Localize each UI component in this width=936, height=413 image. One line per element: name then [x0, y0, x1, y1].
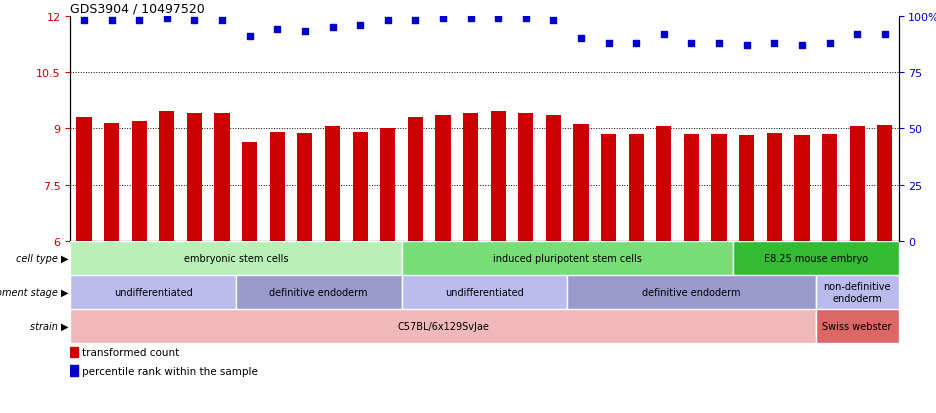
Bar [767, 133, 782, 242]
Point [684, 40, 699, 47]
Point [270, 27, 285, 33]
Point [159, 15, 174, 22]
Point [353, 22, 368, 29]
Point [104, 18, 119, 24]
Text: development stage ▶: development stage ▶ [0, 287, 69, 297]
Text: induced pluripotent stem cells: induced pluripotent stem cells [492, 254, 642, 263]
Point [822, 40, 837, 47]
Bar [546, 116, 561, 242]
Bar [711, 135, 726, 242]
Bar [214, 114, 229, 242]
Bar [70, 366, 78, 376]
Bar [877, 126, 892, 242]
Text: C57BL/6x129SvJae: C57BL/6x129SvJae [397, 321, 489, 331]
Point [711, 40, 726, 47]
Bar [519, 114, 534, 242]
Bar [567, 275, 815, 309]
Bar [77, 118, 92, 242]
Point [380, 18, 395, 24]
Bar [629, 135, 644, 242]
Bar [298, 133, 313, 242]
Point [601, 40, 616, 47]
Point [795, 43, 810, 49]
Bar [733, 242, 899, 275]
Point [877, 31, 892, 38]
Bar [353, 133, 368, 242]
Point [77, 18, 92, 24]
Point [850, 31, 865, 38]
Bar [132, 121, 147, 242]
Point [298, 29, 313, 36]
Bar [325, 127, 340, 242]
Text: E8.25 mouse embryo: E8.25 mouse embryo [764, 254, 868, 263]
Bar [104, 123, 119, 242]
Text: embryonic stem cells: embryonic stem cells [183, 254, 288, 263]
Bar [70, 275, 236, 309]
Bar [435, 116, 450, 242]
Text: GDS3904 / 10497520: GDS3904 / 10497520 [70, 2, 205, 15]
Point [574, 36, 589, 43]
Point [408, 18, 423, 24]
Text: strain ▶: strain ▶ [30, 321, 69, 331]
Bar [490, 112, 505, 242]
Bar [816, 275, 899, 309]
Text: undifferentiated: undifferentiated [113, 287, 193, 297]
Bar [822, 135, 837, 242]
Bar [739, 136, 754, 242]
Point [490, 15, 505, 22]
Text: non-definitive
endoderm: non-definitive endoderm [824, 282, 891, 303]
Bar [70, 347, 78, 357]
Bar [684, 135, 699, 242]
Bar [402, 242, 733, 275]
Bar [656, 127, 671, 242]
Bar [574, 125, 589, 242]
Text: percentile rank within the sample: percentile rank within the sample [82, 366, 258, 376]
Point [767, 40, 782, 47]
Point [214, 18, 229, 24]
Bar [816, 309, 899, 343]
Point [629, 40, 644, 47]
Point [519, 15, 534, 22]
Bar [242, 142, 257, 242]
Bar [159, 112, 174, 242]
Text: transformed count: transformed count [82, 347, 179, 357]
Bar [463, 114, 478, 242]
Bar [850, 127, 865, 242]
Text: cell type ▶: cell type ▶ [16, 254, 69, 263]
Text: definitive endoderm: definitive endoderm [642, 287, 740, 297]
Bar [380, 128, 395, 242]
Bar [795, 136, 810, 242]
Text: definitive endoderm: definitive endoderm [270, 287, 368, 297]
Bar [402, 275, 567, 309]
Bar [408, 118, 423, 242]
Point [132, 18, 147, 24]
Point [463, 15, 478, 22]
Bar [187, 114, 202, 242]
Bar [236, 275, 402, 309]
Bar [270, 133, 285, 242]
Bar [70, 242, 402, 275]
Point [435, 15, 450, 22]
Point [546, 18, 561, 24]
Point [739, 43, 754, 49]
Point [656, 31, 671, 38]
Text: Swiss webster: Swiss webster [823, 321, 892, 331]
Bar [601, 135, 616, 242]
Point [325, 24, 340, 31]
Point [242, 33, 257, 40]
Point [187, 18, 202, 24]
Text: undifferentiated: undifferentiated [445, 287, 524, 297]
